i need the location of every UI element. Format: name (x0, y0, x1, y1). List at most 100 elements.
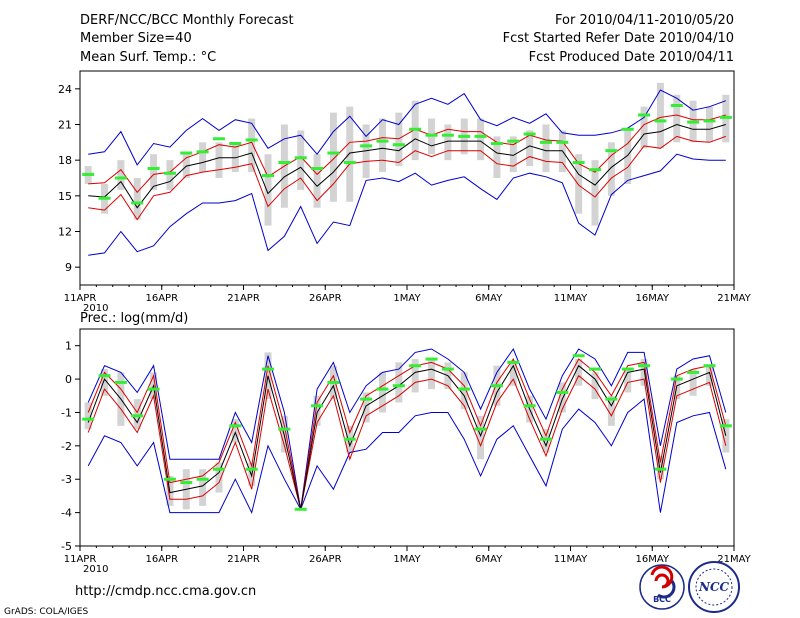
temp-marker (229, 142, 242, 146)
temp-marker (82, 172, 95, 176)
ncc-logo-text: NCC (698, 580, 730, 594)
temp-spread-box (395, 112, 403, 167)
temp-ytick-label: 15 (58, 190, 72, 203)
temperature-panel: 9 12 15 18 21 24 11APR 16APR 21APR 26APR 1MAY 6MAY 1… (58, 70, 752, 314)
temp-spread-box (150, 154, 158, 190)
temp-marker (98, 196, 111, 200)
temp-marker (147, 166, 160, 170)
temp-spread-box (362, 124, 370, 178)
prec-spread-box (656, 455, 664, 480)
temp-marker (327, 151, 340, 155)
header-title: DERF/NCC/BCC Monthly Forecast (80, 13, 294, 28)
prec-plot-frame (79, 328, 735, 547)
temp-spread-box (378, 118, 386, 173)
ncc-logo-ring-outer (688, 561, 740, 613)
prec-marker (311, 404, 324, 408)
prec-marker (605, 397, 618, 401)
prec-marker (229, 424, 242, 428)
temp-spread-box (705, 106, 713, 143)
temp-marker (360, 144, 373, 148)
temp-spread-box (526, 130, 534, 167)
temp-marker (507, 139, 520, 143)
temp-spread-box (199, 142, 207, 173)
temp-marker (212, 137, 225, 141)
prec-marker (703, 364, 716, 368)
bcc-logo-swirl-blue (657, 580, 676, 599)
header-refer-date: Fcst Started Refer Date 2010/04/10 (503, 31, 734, 46)
header-variable: Mean Surf. Temp.: °C (80, 50, 216, 65)
prec-marker (212, 467, 225, 471)
temp-marker (196, 150, 209, 154)
prec-marker (392, 384, 405, 388)
prec-marker (163, 477, 176, 481)
temp-marker (474, 134, 487, 138)
prec-spread-box (313, 395, 321, 426)
temp-marker (458, 134, 471, 138)
temp-spread-box (215, 142, 223, 178)
temp-marker (409, 127, 422, 131)
temp-marker (114, 176, 127, 180)
prec-inner-lower-line (87, 374, 727, 510)
prec-ytick-label: -3 (61, 473, 72, 486)
temp-xtick-label: 21APR (227, 293, 260, 304)
temp-spread-box (117, 160, 125, 190)
footer-url[interactable]: http://cmdp.ncc.cma.gov.cn (75, 584, 256, 599)
prec-marker (638, 364, 651, 368)
prec-ytick-label: -4 (61, 507, 72, 520)
prec-spread-box (378, 372, 386, 413)
prec-marker (589, 367, 602, 371)
temp-xtick-label: 1MAY (393, 293, 421, 304)
prec-marker (82, 417, 95, 421)
temp-marker (180, 151, 193, 155)
temp-inner-lower-line (88, 135, 726, 221)
temp-marker (719, 115, 732, 119)
prec-marker (409, 364, 422, 368)
prec-spread-box (133, 399, 141, 430)
prec-marker (572, 354, 585, 358)
prec-spread-box (558, 382, 566, 413)
temp-marker (539, 140, 552, 144)
temp-spread-box (477, 118, 485, 161)
prec-xtick-label: 11APR (64, 554, 97, 565)
prec-spread-box (542, 429, 550, 453)
ncc-logo: NCC (688, 561, 740, 613)
prec-spread-box (722, 419, 730, 453)
temp-spread-box (231, 142, 239, 173)
prec-ytick-label: -5 (61, 540, 72, 553)
prec-marker (654, 467, 667, 471)
temp-spread-box (346, 106, 354, 202)
prec-ytick-label: -1 (61, 406, 72, 419)
temp-spread-box (607, 142, 615, 196)
prec-marker (523, 404, 536, 408)
temp-spread-box (656, 82, 664, 149)
temp-spread-box (297, 130, 305, 190)
temp-marker (425, 133, 438, 137)
prec-spread-box (215, 462, 223, 493)
prec-marker (687, 370, 700, 374)
prec-spread-box (705, 365, 713, 386)
prec-xtick-label: 21APR (227, 554, 260, 565)
prec-marker (114, 380, 127, 384)
temp-marker (311, 166, 324, 170)
temp-spread-box (509, 136, 517, 173)
prec-marker (507, 360, 520, 364)
prec-xtick-label: 6MAY (475, 554, 503, 565)
temp-ytick-label: 18 (58, 154, 72, 167)
temp-spread-box (166, 160, 174, 190)
prec-xtick-label: 26APR (309, 554, 342, 565)
temp-marker (376, 139, 389, 143)
temp-marker (163, 171, 176, 175)
temp-marker (131, 201, 144, 205)
prec-marker (670, 377, 683, 381)
temp-spread-box (264, 154, 272, 226)
prec-spread-box (477, 415, 485, 460)
prec-spread-box (624, 369, 632, 393)
temp-spread-box (444, 124, 452, 161)
prec-marker (343, 437, 356, 441)
prec-marker (180, 481, 193, 485)
temp-spread-box (329, 112, 337, 202)
prec-outer-lower-line (87, 398, 727, 515)
temp-spread-box (493, 136, 501, 178)
prec-spread-box (395, 362, 403, 403)
prec-marker (376, 387, 389, 391)
